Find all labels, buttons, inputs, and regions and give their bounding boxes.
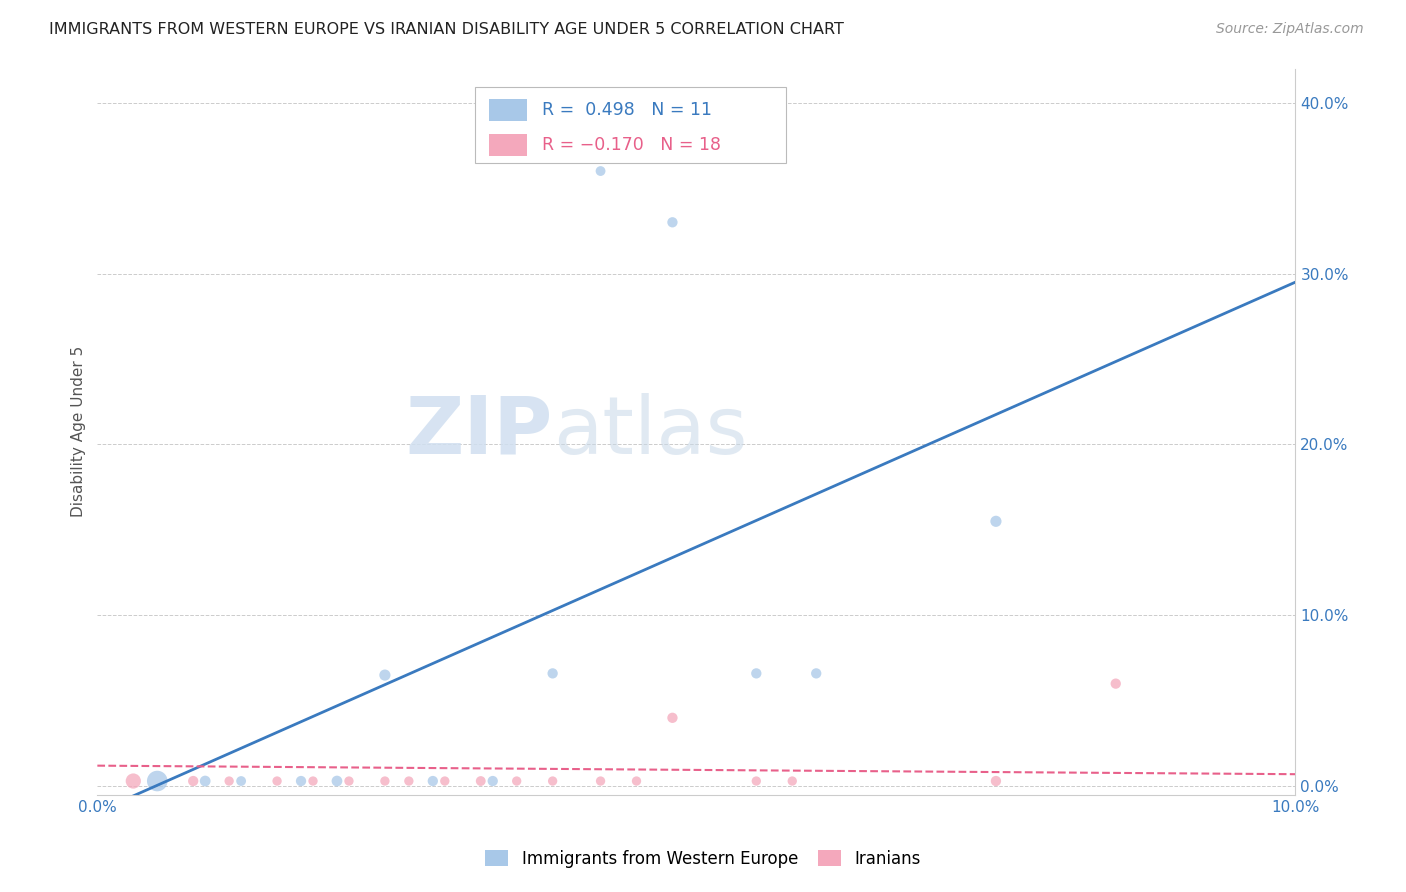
Point bbox=[422, 774, 444, 789]
Text: ZIP: ZIP bbox=[405, 392, 553, 471]
FancyBboxPatch shape bbox=[475, 87, 786, 163]
Point bbox=[806, 666, 828, 681]
Text: Source: ZipAtlas.com: Source: ZipAtlas.com bbox=[1216, 22, 1364, 37]
Text: R =  0.498   N = 11: R = 0.498 N = 11 bbox=[541, 101, 711, 119]
Point bbox=[470, 774, 492, 789]
Text: R = −0.170   N = 18: R = −0.170 N = 18 bbox=[541, 136, 721, 153]
Point bbox=[229, 774, 252, 789]
Point bbox=[541, 666, 564, 681]
Point bbox=[122, 774, 145, 789]
Point bbox=[181, 774, 204, 789]
Point bbox=[780, 774, 803, 789]
FancyBboxPatch shape bbox=[489, 134, 527, 156]
Point bbox=[302, 774, 325, 789]
FancyBboxPatch shape bbox=[489, 99, 527, 120]
Point bbox=[589, 164, 612, 178]
Point bbox=[661, 215, 683, 229]
Point bbox=[218, 774, 240, 789]
Point bbox=[745, 666, 768, 681]
Text: atlas: atlas bbox=[553, 392, 747, 471]
Point bbox=[745, 774, 768, 789]
Point bbox=[266, 774, 288, 789]
Point bbox=[984, 774, 1007, 789]
Point bbox=[626, 774, 648, 789]
Legend: Immigrants from Western Europe, Iranians: Immigrants from Western Europe, Iranians bbox=[478, 844, 928, 875]
Point bbox=[398, 774, 420, 789]
Point bbox=[433, 774, 456, 789]
Point bbox=[194, 774, 217, 789]
Point bbox=[984, 514, 1007, 528]
Y-axis label: Disability Age Under 5: Disability Age Under 5 bbox=[72, 346, 86, 517]
Text: IMMIGRANTS FROM WESTERN EUROPE VS IRANIAN DISABILITY AGE UNDER 5 CORRELATION CHA: IMMIGRANTS FROM WESTERN EUROPE VS IRANIA… bbox=[49, 22, 844, 37]
Point bbox=[374, 668, 396, 682]
Point bbox=[481, 774, 503, 789]
Point bbox=[146, 774, 169, 789]
Point bbox=[589, 774, 612, 789]
Point bbox=[541, 774, 564, 789]
Point bbox=[326, 774, 349, 789]
Point bbox=[337, 774, 360, 789]
Point bbox=[661, 711, 683, 725]
Point bbox=[374, 774, 396, 789]
Point bbox=[505, 774, 527, 789]
Point bbox=[1105, 676, 1128, 690]
Point bbox=[290, 774, 312, 789]
